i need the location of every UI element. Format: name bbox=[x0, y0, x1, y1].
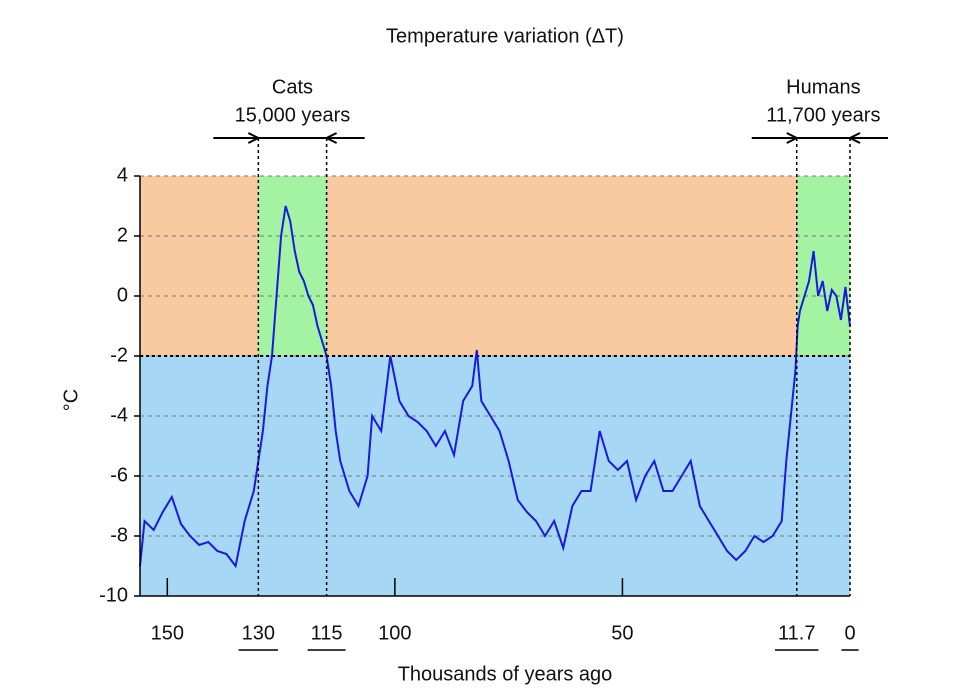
x-tick-label: 130 bbox=[242, 622, 275, 644]
x-tick-label: 11.7 bbox=[778, 622, 815, 644]
period-label: Humans bbox=[786, 76, 860, 98]
y-tick-label: 0 bbox=[117, 284, 128, 306]
x-axis-label: Thousands of years ago bbox=[398, 663, 613, 685]
y-axis-label: °C bbox=[60, 389, 82, 411]
period-region bbox=[796, 176, 850, 356]
y-tick-label: -10 bbox=[99, 584, 128, 606]
warm-region bbox=[140, 176, 850, 356]
x-tick-label: 0 bbox=[844, 622, 855, 644]
arrow-head bbox=[786, 132, 799, 144]
y-tick-label: -2 bbox=[110, 344, 128, 366]
y-tick-label: -6 bbox=[110, 464, 128, 486]
x-tick-label: 115 bbox=[311, 622, 343, 644]
chart-title: Temperature variation (ΔT) bbox=[386, 25, 624, 47]
y-tick-label: 4 bbox=[117, 164, 128, 186]
y-tick-label: -8 bbox=[110, 524, 128, 546]
arrow-head bbox=[847, 132, 861, 144]
y-tick-label: 2 bbox=[117, 224, 128, 246]
period-duration: 15,000 years bbox=[235, 104, 351, 126]
temperature-line bbox=[139, 205, 851, 569]
arrow-head bbox=[324, 132, 338, 144]
y-tick-label: -4 bbox=[110, 404, 128, 426]
period-label: Cats bbox=[272, 76, 313, 98]
period-duration: 11,700 years bbox=[766, 104, 880, 126]
period-region bbox=[258, 176, 327, 356]
x-tick-label: 150 bbox=[151, 622, 184, 644]
x-tick-label: 50 bbox=[611, 622, 633, 644]
arrow-head bbox=[247, 132, 261, 144]
x-tick-label: 100 bbox=[378, 622, 411, 644]
